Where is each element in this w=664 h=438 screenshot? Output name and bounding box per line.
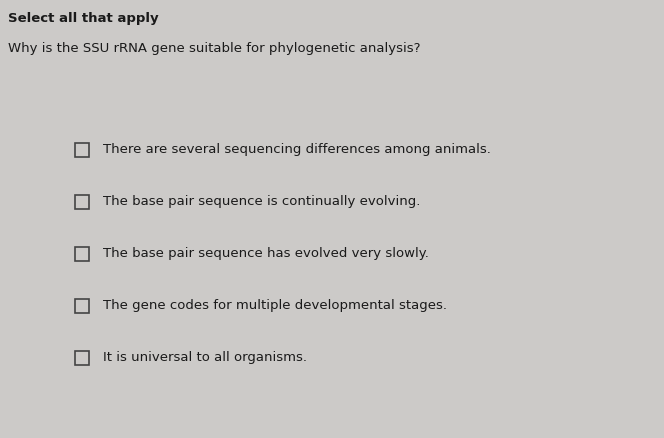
Text: It is universal to all organisms.: It is universal to all organisms. <box>103 352 307 364</box>
Bar <box>75 299 89 313</box>
Bar <box>75 247 89 261</box>
Text: Select all that apply: Select all that apply <box>8 12 159 25</box>
Text: There are several sequencing differences among animals.: There are several sequencing differences… <box>103 144 491 156</box>
Bar <box>75 195 89 209</box>
Text: The gene codes for multiple developmental stages.: The gene codes for multiple developmenta… <box>103 300 447 312</box>
Text: Why is the SSU rRNA gene suitable for phylogenetic analysis?: Why is the SSU rRNA gene suitable for ph… <box>8 42 420 55</box>
Text: The base pair sequence is continually evolving.: The base pair sequence is continually ev… <box>103 195 420 208</box>
Bar <box>75 351 89 365</box>
Bar <box>75 143 89 157</box>
Text: The base pair sequence has evolved very slowly.: The base pair sequence has evolved very … <box>103 247 429 261</box>
